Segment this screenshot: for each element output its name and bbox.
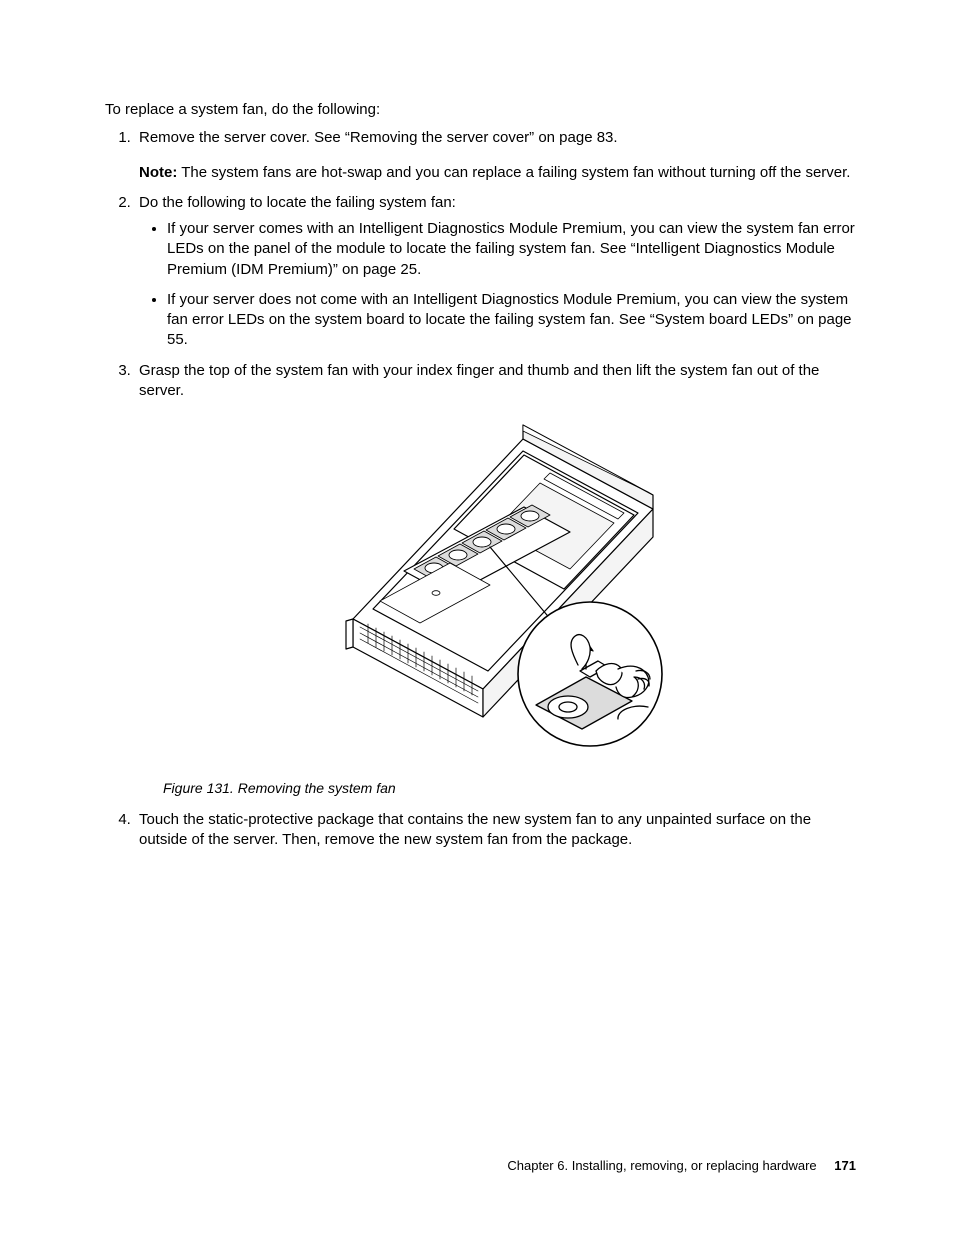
step-1-note: Note: The system fans are hot-swap and y… [139,163,856,183]
footer-page-number: 171 [834,1158,856,1173]
step-1: Remove the server cover. See “Removing t… [135,128,856,183]
step-2-bullet-1: If your server comes with an Intelligent… [167,219,856,280]
step-2-bullet-2: If your server does not come with an Int… [167,290,856,351]
note-text: The system fans are hot-swap and you can… [177,164,850,181]
footer-chapter: Chapter 6. Installing, removing, or repl… [507,1158,816,1173]
step-1-text: Remove the server cover. See “Removing t… [139,129,618,146]
step-4-text: Touch the static-protective package that… [139,811,811,848]
step-3: Grasp the top of the system fan with you… [135,361,856,799]
page-footer: Chapter 6. Installing, removing, or repl… [507,1157,856,1175]
step-2: Do the following to locate the failing s… [135,193,856,351]
figure-131 [139,419,856,765]
intro-paragraph: To replace a system fan, do the followin… [105,100,856,120]
figure-caption: Figure 131. Removing the system fan [163,779,856,798]
step-4: Touch the static-protective package that… [135,810,856,851]
step-2-bullets: If your server comes with an Intelligent… [139,219,856,351]
server-fan-removal-illustration [318,419,678,759]
document-page: To replace a system fan, do the followin… [0,0,954,1235]
steps-list: Remove the server cover. See “Removing t… [105,128,856,850]
step-2-text: Do the following to locate the failing s… [139,194,456,211]
note-label: Note: [139,164,177,181]
step-3-text: Grasp the top of the system fan with you… [139,362,819,399]
